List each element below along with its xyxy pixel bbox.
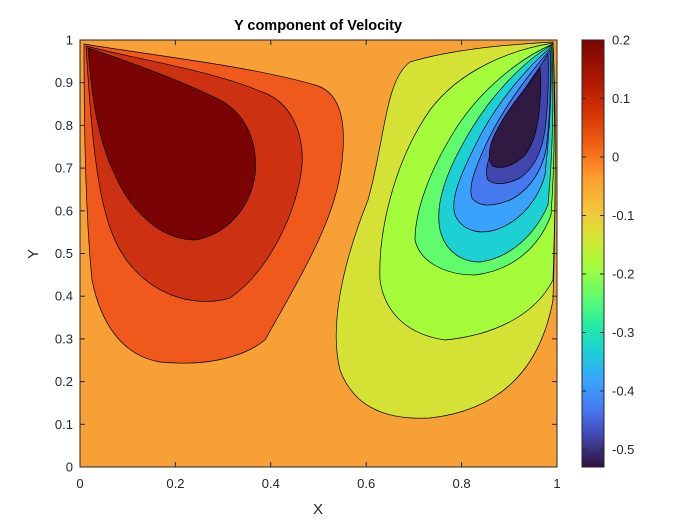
x-tick-label: 0.4: [262, 476, 280, 491]
colorbar-gradient: [581, 39, 605, 468]
y-tick-label: 0.7: [55, 161, 73, 176]
colorbar-ticks: 0.2 0.1 0 -0.1 -0.2 -0.3 -0.4 -0.5: [582, 33, 634, 457]
y-tick-label: 0.9: [55, 75, 73, 90]
colorbar-tick-label: -0.5: [612, 442, 634, 457]
chart-title: Y component of Velocity: [234, 18, 402, 34]
x-tick-label: 0.8: [453, 476, 471, 491]
contour-level-neg-0.5: [488, 66, 542, 168]
x-axis-label: X: [313, 501, 323, 518]
y-axis-label: Y: [25, 249, 42, 259]
colorbar-tick-label: 0.1: [612, 91, 630, 106]
y-tick-label: 0.6: [55, 203, 73, 218]
y-tick-label: 0.3: [55, 331, 73, 346]
y-tick-label: 0.4: [55, 289, 73, 304]
plot-area: [80, 40, 557, 467]
x-tick-label: 0: [76, 476, 83, 491]
y-tick-label: 1: [66, 33, 73, 48]
x-axis-ticks: 0 0.2 0.4 0.6 0.8 1: [76, 40, 561, 491]
colorbar-tick-label: -0.1: [612, 208, 634, 223]
x-tick-label: 0.6: [357, 476, 375, 491]
y-tick-label: 0.5: [55, 246, 73, 261]
y-tick-label: 0.8: [55, 118, 73, 133]
y-tick-label: 0: [66, 460, 73, 475]
colorbar: 0.2 0.1 0 -0.1 -0.2 -0.3 -0.4 -0.5: [581, 33, 634, 468]
colorbar-tick-label: 0: [612, 149, 619, 164]
x-tick-label: 1: [553, 476, 560, 491]
colorbar-tick-label: -0.4: [612, 383, 634, 398]
colorbar-tick-label: -0.2: [612, 266, 634, 281]
y-tick-label: 0.2: [55, 374, 73, 389]
colorbar-tick-label: 0.2: [612, 33, 630, 48]
contour-level-0.15: [87, 47, 256, 241]
y-axis-ticks: 0 0.1 0.2 0.3 0.4 0.5 0.6 0.7 0.8 0.9 1: [55, 33, 557, 475]
y-tick-label: 0.1: [55, 417, 73, 432]
colorbar-tick-label: -0.3: [612, 325, 634, 340]
x-tick-label: 0.2: [166, 476, 184, 491]
